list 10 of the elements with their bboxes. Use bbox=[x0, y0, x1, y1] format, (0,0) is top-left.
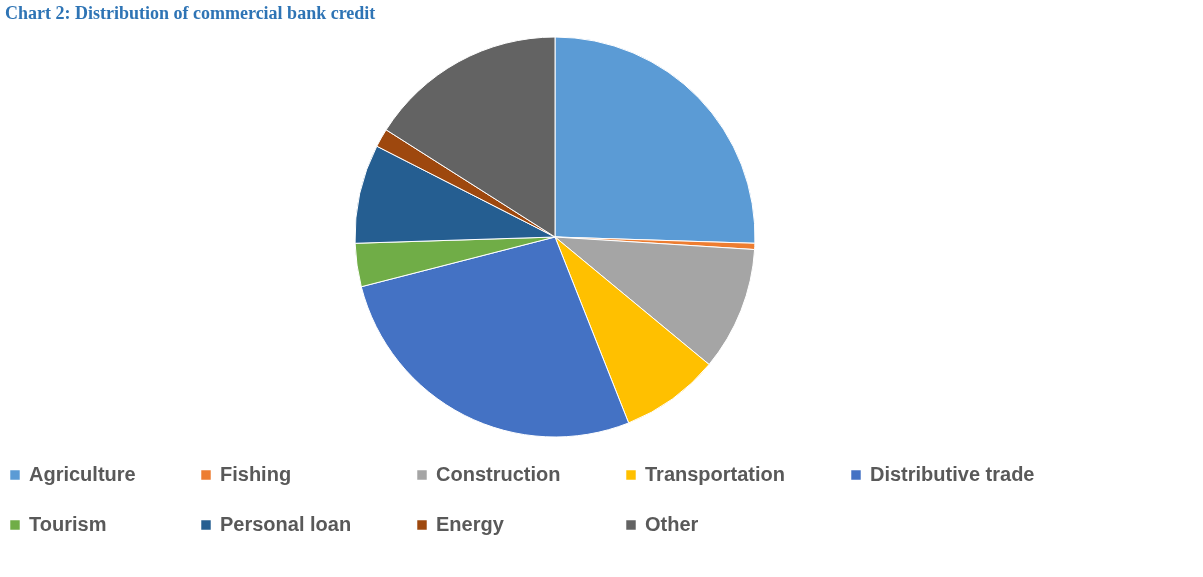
legend-label: Energy bbox=[436, 513, 505, 535]
legend-label: Personal loan bbox=[220, 513, 352, 535]
legend-label: Other bbox=[645, 513, 699, 535]
legend-label: Fishing bbox=[220, 463, 292, 485]
legend-label: Transportation bbox=[645, 463, 786, 485]
legend-label: Construction bbox=[436, 463, 561, 485]
legend-label: Distributive trade bbox=[870, 463, 1035, 485]
chart-title: Chart 2: Distribution of commercial bank credit bbox=[5, 3, 376, 23]
legend-label: Tourism bbox=[29, 513, 107, 535]
legend-label: Agriculture bbox=[29, 463, 136, 485]
